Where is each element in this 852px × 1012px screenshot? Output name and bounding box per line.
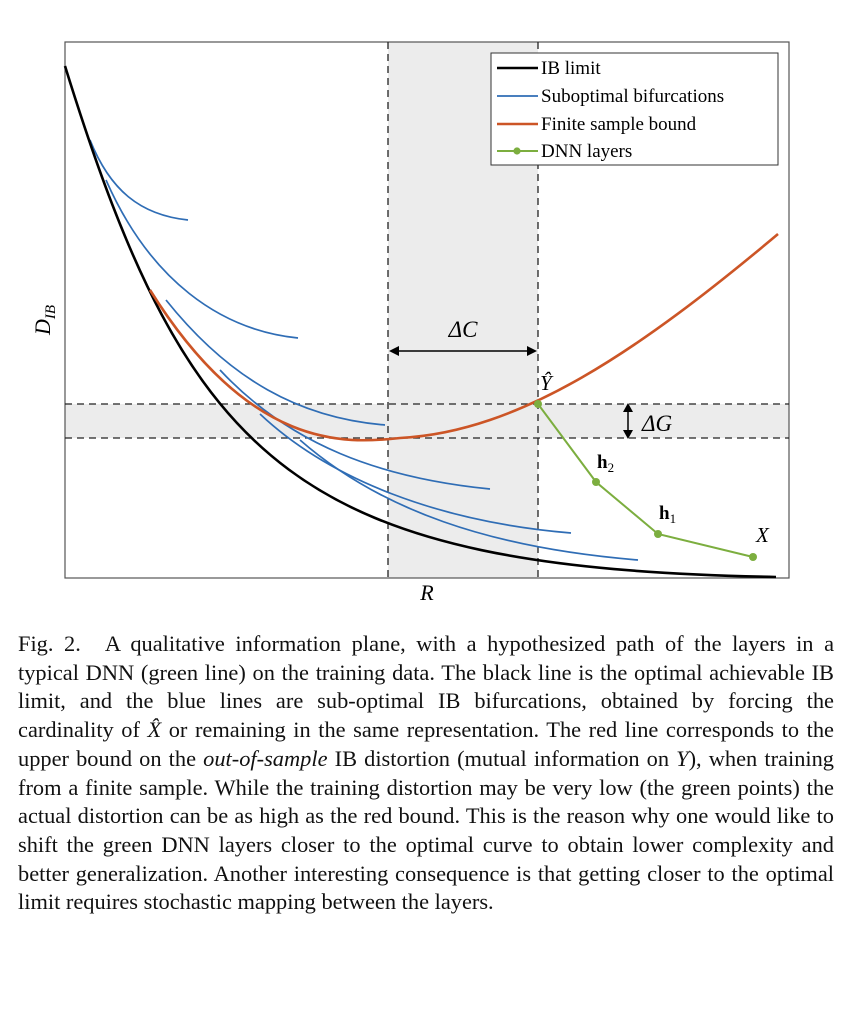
y-axis-label: DIB — [30, 305, 59, 336]
caption-part-4: ), when training from a finite sample. W… — [18, 745, 835, 915]
suboptimal-bifurcations — [89, 139, 639, 561]
bifurcation-curve-6 — [299, 439, 639, 561]
caption-xhat: X̂ — [147, 717, 162, 743]
bifurcation-curve-3 — [165, 299, 386, 426]
h1-label: h1 — [659, 503, 676, 526]
dnn-layers-path — [534, 400, 757, 561]
finite-sample-bound-curve — [148, 233, 779, 442]
dnn-point-y-hat — [534, 400, 542, 408]
legend-label-dnn-layers: DNN layers — [541, 141, 632, 162]
legend-label-suboptimal: Suboptimal bifurcations — [541, 86, 724, 107]
figure-caption: Fig. 2. A qualitative information plane, … — [18, 630, 834, 917]
caption-italic-phrase: out-of-sample — [203, 745, 328, 771]
bifurcation-curve-5 — [259, 413, 572, 534]
legend-label-ib-limit: IB limit — [541, 58, 601, 79]
h2-label: h2 — [597, 452, 614, 475]
caption-part-1: A qualitative information plane, with a … — [18, 631, 835, 743]
legend: IB limit Suboptimal bifurcations Finite … — [490, 52, 779, 166]
dnn-point-x — [749, 553, 757, 561]
caption-part-2: or remaining in the same representation.… — [18, 717, 834, 771]
x-label: X — [755, 523, 770, 547]
y-hat-label: Ŷ — [540, 371, 554, 395]
bifurcation-curve-4 — [219, 369, 491, 490]
caption-text: Fig. 2. A qualitative information plane, … — [18, 630, 834, 917]
caption-part-3: IB distortion (mutual information on — [327, 745, 677, 771]
legend-label-finite-sample: Finite sample bound — [541, 114, 697, 135]
delta-g-arrow — [623, 403, 633, 439]
ib-limit-curve — [63, 65, 777, 579]
bifurcation-curve-1 — [89, 139, 189, 221]
caption-label: Fig. 2. — [18, 631, 81, 656]
delta-c-label: ΔC — [448, 317, 478, 342]
dnn-point-h2 — [592, 478, 600, 486]
caption-y: Y — [676, 745, 689, 771]
delta-g-band — [65, 404, 789, 438]
plot-frame — [64, 41, 790, 579]
dnn-point-h1 — [654, 530, 662, 538]
delta-g-label: ΔG — [641, 411, 672, 436]
bifurcation-curve-2 — [105, 179, 299, 339]
information-plane-figure: ΔC ΔG Ŷ h2 h1 X R DIB IB limit Suboptima… — [30, 41, 790, 605]
x-axis-label: R — [419, 580, 434, 605]
delta-c-arrow — [389, 346, 537, 356]
